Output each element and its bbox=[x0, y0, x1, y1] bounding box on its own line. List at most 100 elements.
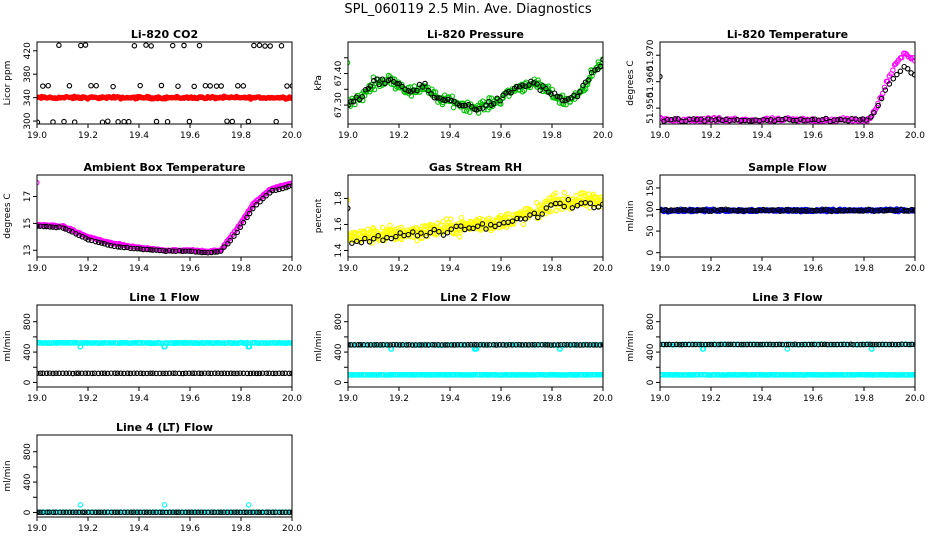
x-tick-label: 19.0 bbox=[27, 131, 47, 141]
data-point bbox=[579, 371, 585, 378]
y-tick-label: 400 bbox=[646, 343, 656, 360]
data-point bbox=[598, 194, 603, 200]
data-point bbox=[212, 370, 218, 377]
data-point bbox=[688, 207, 694, 213]
data-point bbox=[114, 370, 121, 377]
y-tick-label: 1.4 bbox=[334, 243, 344, 258]
data-point bbox=[543, 198, 550, 204]
data-point bbox=[130, 509, 137, 516]
data-point bbox=[266, 370, 272, 377]
data-point bbox=[890, 76, 897, 82]
data-point bbox=[207, 83, 213, 89]
data-point bbox=[224, 370, 231, 377]
x-tick-label: 20.0 bbox=[282, 524, 302, 534]
data-point bbox=[600, 57, 603, 63]
data-point bbox=[110, 83, 116, 90]
panel-title: Ambient Box Temperature bbox=[84, 161, 246, 174]
data-point bbox=[783, 207, 790, 213]
data-point bbox=[754, 341, 760, 348]
data-point bbox=[259, 370, 266, 376]
data-point bbox=[708, 341, 715, 348]
data-point bbox=[474, 223, 481, 229]
data-point bbox=[366, 230, 373, 236]
data-point bbox=[764, 117, 770, 124]
data-point bbox=[871, 208, 878, 214]
x-tick-label: 20.0 bbox=[282, 264, 302, 274]
data-point bbox=[234, 229, 240, 236]
y-tick-label: 100 bbox=[646, 201, 656, 218]
data-point bbox=[231, 509, 238, 515]
data-point bbox=[665, 208, 672, 214]
data-point bbox=[435, 342, 442, 348]
data-point bbox=[240, 217, 246, 223]
x-tick-label: 19.0 bbox=[650, 131, 670, 141]
data-point bbox=[166, 370, 173, 377]
data-point bbox=[496, 342, 503, 348]
data-point bbox=[754, 207, 761, 214]
data-point bbox=[137, 509, 144, 516]
data-point bbox=[530, 80, 537, 86]
data-point bbox=[202, 82, 209, 89]
data-point bbox=[387, 342, 393, 348]
data-point bbox=[37, 223, 40, 229]
data-point bbox=[163, 370, 169, 377]
data-point bbox=[432, 342, 438, 348]
data-point bbox=[595, 204, 602, 210]
data-point bbox=[371, 227, 378, 234]
data-point bbox=[898, 54, 905, 61]
data-point bbox=[201, 340, 208, 346]
data-point bbox=[60, 509, 66, 516]
panel-title: Li-820 CO2 bbox=[131, 28, 198, 41]
data-point bbox=[289, 182, 292, 189]
data-point bbox=[749, 118, 755, 124]
data-point bbox=[814, 208, 821, 214]
data-point bbox=[505, 211, 512, 217]
data-point bbox=[747, 341, 754, 348]
data-point bbox=[276, 186, 282, 193]
data-point bbox=[463, 108, 470, 114]
data-point bbox=[186, 118, 193, 124]
y-axis-label: degrees C bbox=[626, 60, 636, 105]
data-point bbox=[95, 239, 102, 246]
x-tick-label: 19.4 bbox=[440, 264, 460, 274]
data-point bbox=[414, 87, 420, 94]
data-point bbox=[179, 370, 186, 377]
data-point bbox=[738, 341, 744, 348]
data-point bbox=[450, 104, 457, 111]
data-point bbox=[201, 509, 208, 516]
data-point bbox=[712, 372, 718, 378]
data-point bbox=[875, 208, 881, 214]
data-point bbox=[374, 342, 380, 348]
data-point bbox=[857, 341, 864, 348]
data-point bbox=[818, 207, 824, 213]
data-point bbox=[71, 119, 78, 124]
data-point bbox=[535, 214, 541, 221]
data-point bbox=[117, 244, 124, 250]
data-point bbox=[600, 342, 603, 348]
data-point bbox=[790, 117, 796, 124]
data-point bbox=[61, 118, 67, 124]
data-point bbox=[863, 207, 869, 213]
data-point bbox=[160, 370, 166, 377]
data-point bbox=[175, 509, 182, 516]
data-point bbox=[580, 82, 586, 89]
data-point bbox=[571, 342, 577, 348]
data-point bbox=[179, 248, 186, 255]
data-point bbox=[784, 346, 791, 352]
data-point bbox=[537, 87, 543, 93]
x-tick-label: 19.4 bbox=[752, 394, 772, 404]
data-point bbox=[890, 67, 896, 73]
data-point bbox=[406, 342, 412, 348]
data-point bbox=[763, 207, 769, 214]
data-point bbox=[405, 231, 412, 238]
plot-frame bbox=[659, 174, 916, 258]
data-point bbox=[196, 42, 203, 49]
x-tick-label: 19.4 bbox=[440, 394, 460, 404]
data-point bbox=[493, 342, 500, 348]
data-point bbox=[725, 207, 732, 213]
data-points bbox=[660, 206, 915, 215]
x-tick-label: 20.0 bbox=[905, 264, 925, 274]
plot-frame bbox=[347, 41, 604, 125]
data-point bbox=[660, 207, 663, 213]
data-point bbox=[864, 341, 870, 348]
